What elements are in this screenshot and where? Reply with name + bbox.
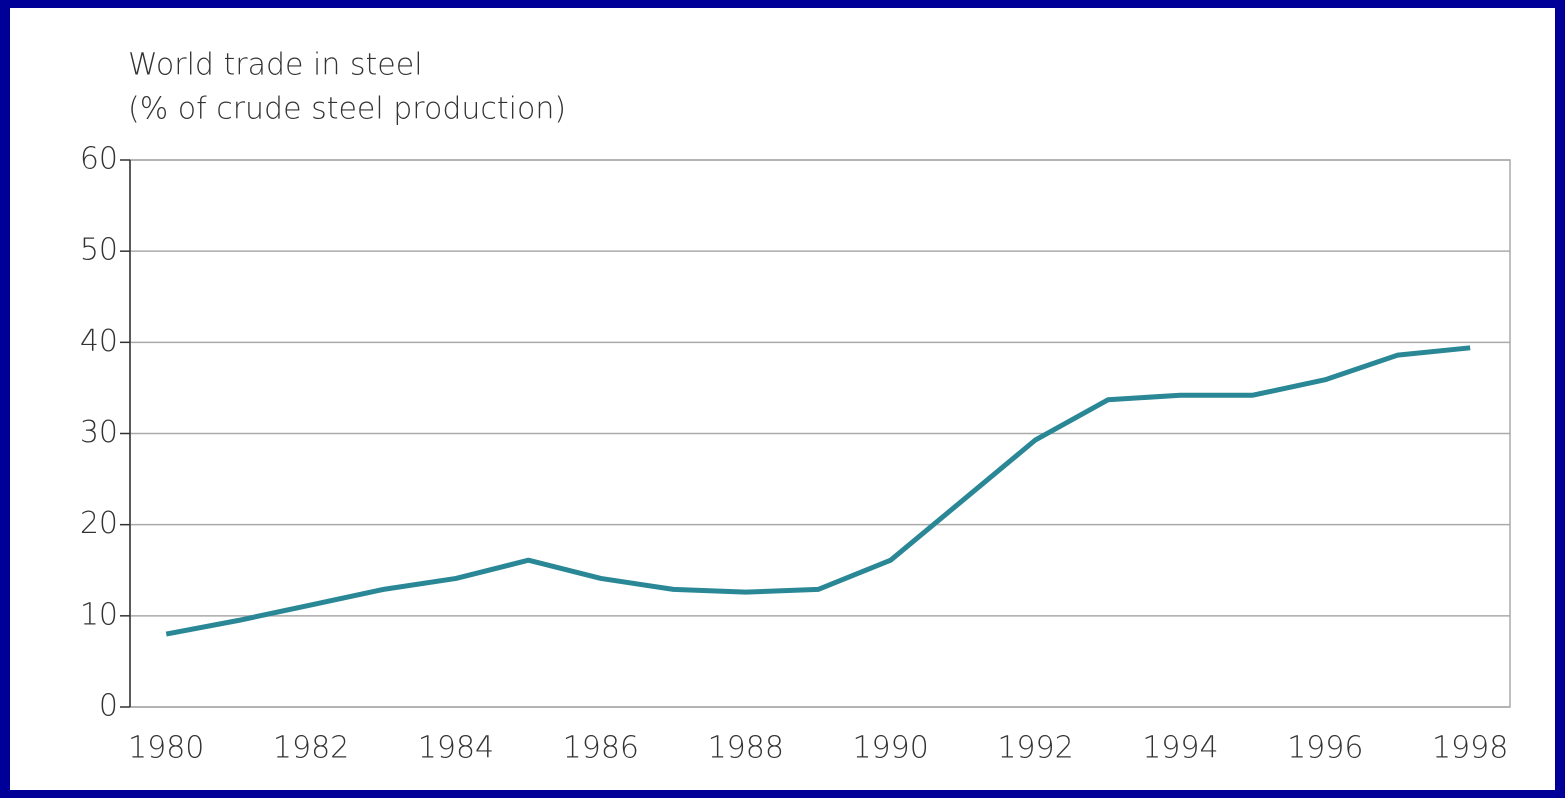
x-tick-label: 1984 <box>418 731 494 766</box>
y-tick-label: 40 <box>80 324 118 359</box>
y-tick-label: 20 <box>80 506 118 541</box>
x-tick-label: 1990 <box>852 731 928 766</box>
chart-title: World trade in steel <box>128 48 423 83</box>
y-tick-label: 0 <box>99 689 118 724</box>
x-tick-label: 1994 <box>1142 731 1218 766</box>
data-line <box>165 345 1471 637</box>
x-tick-label: 1988 <box>708 731 784 766</box>
x-tick-label: 1996 <box>1287 731 1363 766</box>
x-tick-label: 1982 <box>273 731 349 766</box>
x-tick-label: 1980 <box>128 731 204 766</box>
y-tick-label: 60 <box>80 142 118 177</box>
chart-subtitle: (% of crude steel production) <box>128 92 566 127</box>
chart: World trade in steel (% of crude steel p… <box>10 8 1555 790</box>
x-tick-label: 1992 <box>997 731 1073 766</box>
y-tick-label: 50 <box>80 233 118 268</box>
y-tick-label: 10 <box>80 597 118 632</box>
x-tick-label: 1986 <box>563 731 639 766</box>
y-tick-label: 30 <box>80 415 118 450</box>
x-tick-label: 1998 <box>1432 731 1508 766</box>
